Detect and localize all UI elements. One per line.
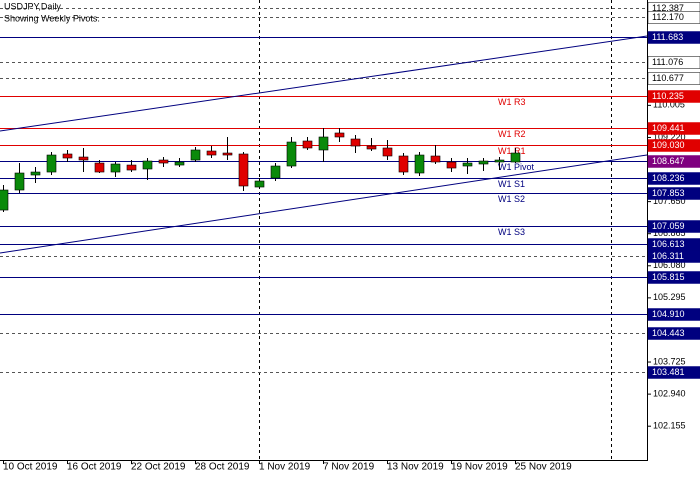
y-tick-label: 102.155 [653, 421, 686, 431]
price-box [647, 139, 700, 152]
price-box-label: 111.683 [652, 32, 683, 42]
price-box [647, 308, 700, 321]
price-box [647, 72, 700, 85]
y-tick-label: 102.940 [653, 388, 686, 398]
candle-body [350, 138, 361, 147]
candle-body [30, 171, 41, 176]
price-box [647, 250, 700, 263]
price-box-label: 111.076 [652, 57, 683, 67]
price-box-label: 109.030 [652, 140, 685, 150]
candle-body [462, 162, 473, 167]
x-tick-label: 13 Nov 2019 [387, 462, 444, 473]
x-tick-label: 19 Nov 2019 [451, 462, 508, 473]
candle-body [366, 145, 377, 150]
x-tick-label: 25 Nov 2019 [515, 462, 572, 473]
level-name: W1 R3 [498, 97, 526, 107]
candle-body [494, 159, 505, 163]
candle-body [62, 153, 73, 159]
candle-body [238, 153, 249, 187]
price-box [647, 56, 700, 69]
trendline [0, 35, 648, 132]
level-name: W1 R1 [498, 146, 526, 156]
candle-body [14, 172, 25, 191]
level-name: W1 S2 [498, 194, 525, 204]
candle-body [478, 160, 489, 165]
candle-body [222, 152, 233, 156]
price-box-label: 109.441 [652, 123, 685, 133]
candle-body [302, 140, 313, 149]
price-box [647, 187, 700, 200]
candle-body [318, 136, 329, 151]
x-tick-label: 28 Oct 2019 [195, 462, 250, 473]
candle-body [110, 163, 121, 173]
candle-body [0, 189, 9, 211]
candle-body [206, 150, 217, 156]
y-tick-label: 106.080 [653, 260, 686, 270]
trendline [0, 154, 648, 254]
price-box [647, 11, 700, 24]
candle-body [158, 159, 169, 164]
candle-body [254, 180, 265, 188]
candle-body [382, 147, 393, 157]
price-box [647, 327, 700, 340]
level-name: W1 Pivot [498, 162, 535, 172]
level-name: W1 R2 [498, 129, 526, 139]
x-tick-label: 10 Oct 2019 [3, 462, 58, 473]
candle-body [190, 149, 201, 161]
candle-body [174, 161, 185, 166]
candle-body [414, 154, 425, 174]
price-box-label: 112.387 [652, 3, 684, 13]
price-box-label: 108.647 [652, 156, 685, 166]
price-box-label: 108.236 [652, 173, 685, 183]
price-box-label: 104.443 [652, 328, 685, 338]
level-name: W1 S1 [498, 179, 525, 189]
level-name: W1 S3 [498, 227, 525, 237]
candle-body [430, 155, 441, 163]
x-tick-label: 7 Nov 2019 [323, 462, 375, 473]
candle-body [510, 152, 521, 163]
price-box-label: 107.853 [652, 188, 685, 198]
candle-body [270, 165, 281, 179]
price-box [647, 155, 700, 168]
candle-body [126, 164, 137, 171]
candle-body [398, 155, 409, 173]
y-tick-label: 106.865 [653, 228, 686, 238]
y-tick-label: 105.295 [653, 292, 686, 302]
price-box-label: 107.059 [652, 221, 685, 231]
price-box [647, 122, 700, 135]
y-tick-label: 109.220 [653, 132, 686, 142]
candle-body [446, 161, 457, 169]
price-box-label: 106.311 [652, 251, 684, 261]
candle-body [334, 132, 345, 138]
y-tick-label: 110.005 [653, 100, 685, 110]
x-tick-label: 16 Oct 2019 [67, 462, 122, 473]
candle-body [286, 141, 297, 167]
price-box-label: 103.481 [652, 367, 685, 377]
price-box-label: 106.613 [652, 239, 685, 249]
x-tick-label: 22 Oct 2019 [131, 462, 186, 473]
chart-title: USDJPY,Daily [4, 1, 61, 11]
y-tick-label: 107.650 [653, 196, 686, 206]
price-box-label: 112.170 [652, 12, 684, 22]
y-tick-label: 103.725 [653, 356, 686, 366]
price-box [647, 271, 700, 284]
x-tick-label: 1 Nov 2019 [259, 462, 311, 473]
plot-area: W1 R3 W1 R2 W1 R1 W1 Pivot W1 S1 W1 S2 W1 S3 [0, 0, 648, 460]
price-box-label: 110.677 [652, 73, 684, 83]
price-box [647, 31, 700, 44]
candle-body [78, 156, 89, 161]
price-box [647, 366, 700, 379]
candle-body [94, 162, 105, 173]
candle-body [142, 160, 153, 170]
chart-subtitle: Showing Weekly Pivots. [4, 13, 100, 23]
price-box-label: 104.910 [652, 309, 685, 319]
price-box-label: 105.815 [652, 272, 685, 282]
price-box [647, 90, 700, 103]
candle-body [46, 154, 57, 173]
price-box-label: 110.235 [652, 91, 684, 101]
price-box [647, 220, 700, 233]
price-box [647, 172, 700, 185]
